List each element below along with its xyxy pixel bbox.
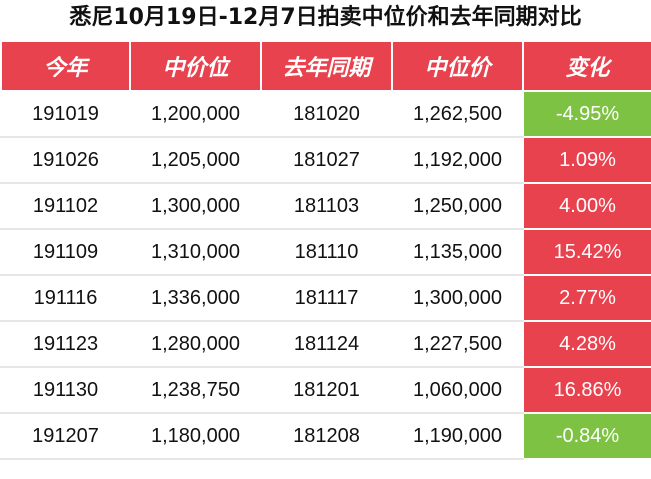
cell-last-year: 181124 <box>260 320 393 368</box>
cell-last-median: 1,227,500 <box>391 320 524 368</box>
cell-last-year: 181103 <box>260 182 393 230</box>
cell-change: 4.00% <box>522 182 651 230</box>
cell-change: -0.84% <box>522 412 651 460</box>
cell-median: 1,238,750 <box>129 366 262 414</box>
cell-last-median: 1,300,000 <box>391 274 524 322</box>
cell-this-year: 191123 <box>0 320 131 368</box>
cell-this-year: 191109 <box>0 228 131 276</box>
cell-median: 1,200,000 <box>129 90 262 138</box>
cell-last-median: 1,190,000 <box>391 412 524 460</box>
cell-last-median: 1,060,000 <box>391 366 524 414</box>
table-row: 191019 1,200,000 181020 1,262,500 -4.95% <box>0 90 651 138</box>
cell-last-median: 1,262,500 <box>391 90 524 138</box>
cell-last-year: 181201 <box>260 366 393 414</box>
header-median: 中价位 <box>129 40 262 92</box>
cell-change: 4.28% <box>522 320 651 368</box>
cell-median: 1,300,000 <box>129 182 262 230</box>
table-row: 191130 1,238,750 181201 1,060,000 16.86% <box>0 366 651 414</box>
cell-median: 1,336,000 <box>129 274 262 322</box>
cell-this-year: 191207 <box>0 412 131 460</box>
cell-median: 1,280,000 <box>129 320 262 368</box>
auction-comparison-table: 今年 中价位 去年同期 中位价 变化 191019 1,200,000 181020… <box>0 40 651 460</box>
cell-median: 1,205,000 <box>129 136 262 184</box>
table-row: 191026 1,205,000 181027 1,192,000 1.09% <box>0 136 651 184</box>
cell-this-year: 191130 <box>0 366 131 414</box>
cell-last-median: 1,250,000 <box>391 182 524 230</box>
cell-change: 15.42% <box>522 228 651 276</box>
header-last-year: 去年同期 <box>260 40 393 92</box>
cell-this-year: 191026 <box>0 136 131 184</box>
table-row: 191207 1,180,000 181208 1,190,000 -0.84% <box>0 412 651 460</box>
cell-this-year: 191116 <box>0 274 131 322</box>
header-change: 变化 <box>522 40 651 92</box>
table-row: 191116 1,336,000 181117 1,300,000 2.77% <box>0 274 651 322</box>
cell-last-median: 1,192,000 <box>391 136 524 184</box>
cell-last-year: 181020 <box>260 90 393 138</box>
cell-this-year: 191019 <box>0 90 131 138</box>
cell-change: 16.86% <box>522 366 651 414</box>
cell-change: 1.09% <box>522 136 651 184</box>
cell-change: 2.77% <box>522 274 651 322</box>
table-title: 悉尼10月19日-12月7日拍卖中位价和去年同期对比 <box>69 5 582 30</box>
table-row: 191123 1,280,000 181124 1,227,500 4.28% <box>0 320 651 368</box>
cell-median: 1,180,000 <box>129 412 262 460</box>
cell-last-year: 181110 <box>260 228 393 276</box>
cell-last-year: 181027 <box>260 136 393 184</box>
cell-last-median: 1,135,000 <box>391 228 524 276</box>
header-row: 今年 中价位 去年同期 中位价 变化 <box>0 40 651 92</box>
table-body: 191019 1,200,000 181020 1,262,500 -4.95% 1910… <box>0 90 651 460</box>
table-row: 191102 1,300,000 181103 1,250,000 4.00% <box>0 182 651 230</box>
cell-last-year: 181117 <box>260 274 393 322</box>
cell-last-year: 181208 <box>260 412 393 460</box>
cell-median: 1,310,000 <box>129 228 262 276</box>
cell-change: -4.95% <box>522 90 651 138</box>
table-row: 191109 1,310,000 181110 1,135,000 15.42% <box>0 228 651 276</box>
header-this-year: 今年 <box>0 40 131 92</box>
header-last-median: 中位价 <box>391 40 524 92</box>
cell-this-year: 191102 <box>0 182 131 230</box>
